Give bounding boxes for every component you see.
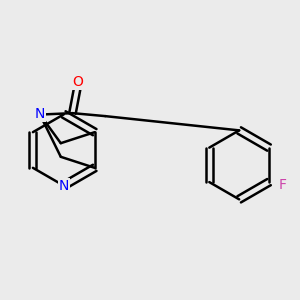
Text: O: O (72, 75, 83, 89)
Text: N: N (58, 179, 69, 193)
Text: N: N (34, 107, 45, 121)
Text: F: F (278, 178, 286, 192)
